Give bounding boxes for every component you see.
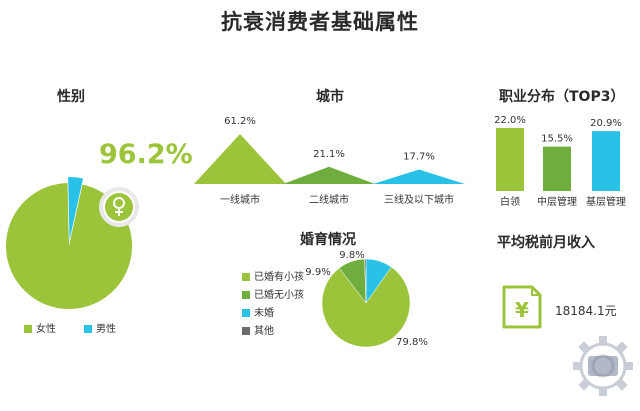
- occupation-chart: 22.0% 白领 15.5% 中层管理 20.9% 基层管理: [494, 115, 626, 208]
- marriage-pie: 9.8% 9.9% 79.8%: [305, 250, 428, 348]
- income-title: 平均税前月收入: [497, 235, 595, 251]
- marriage-label-married-no-child: 9.9%: [305, 267, 330, 278]
- city-triangle: [373, 169, 465, 184]
- svg-text:¥: ¥: [515, 298, 529, 322]
- legend-swatch: [242, 291, 250, 299]
- gender-legend-female: 女性: [24, 320, 56, 335]
- city-value-label: 17.7%: [403, 152, 435, 163]
- city-category-label: 三线及以下城市: [384, 193, 454, 206]
- marriage-label-unmarried: 9.8%: [339, 250, 364, 261]
- marriage-legend-item: 已婚有小孩: [242, 268, 304, 286]
- occupation-category-label: 基层管理: [586, 195, 626, 208]
- marriage-label-married-child: 79.8%: [396, 337, 428, 348]
- occupation-category-label: 中层管理: [537, 195, 577, 208]
- gear-logo-icon: [573, 336, 633, 396]
- legend-swatch: [242, 309, 250, 317]
- yuan-wallet-icon: ¥: [502, 285, 542, 329]
- gender-slice-male: [68, 177, 84, 241]
- legend-swatch: [242, 327, 250, 335]
- occupation-title: 职业分布（TOP3）: [499, 89, 625, 105]
- marriage-legend-item: 已婚无小孩: [242, 286, 304, 304]
- marriage-slice: [321, 266, 411, 348]
- marriage-title: 婚育情况: [300, 232, 356, 248]
- city-chart: 61.2% 一线城市 21.1% 二线城市 17.7% 三线及以下城市: [194, 116, 465, 206]
- female-icon: [99, 187, 139, 227]
- city-triangle: [194, 134, 286, 184]
- gender-highlight-value: 96.2%: [99, 139, 193, 170]
- marriage-slice: [364, 258, 367, 304]
- legend-swatch-male: [84, 325, 92, 333]
- occupation-value-label: 15.5%: [541, 134, 573, 145]
- occupation-bar: [543, 146, 571, 191]
- income-value: 18184.1元: [555, 304, 617, 318]
- marriage-legend-item: 其他: [242, 322, 304, 340]
- occupation-bar: [592, 131, 620, 191]
- city-value-label: 61.2%: [224, 116, 256, 127]
- city-category-label: 一线城市: [220, 193, 260, 206]
- gender-title: 性别: [57, 89, 85, 105]
- page-title: 抗衰消费者基础属性: [221, 10, 419, 34]
- legend-swatch: [242, 273, 250, 281]
- occupation-value-label: 20.9%: [590, 118, 622, 129]
- city-triangle: [283, 166, 375, 184]
- city-category-label: 二线城市: [309, 193, 349, 206]
- city-title: 城市: [316, 89, 344, 105]
- marriage-legend-item: 未婚: [242, 304, 304, 322]
- legend-swatch-female: [24, 325, 32, 333]
- gender-legend-male: 男性: [84, 320, 116, 335]
- occupation-value-label: 22.0%: [494, 115, 526, 126]
- city-value-label: 21.1%: [313, 149, 345, 160]
- occupation-category-label: 白领: [500, 195, 520, 208]
- occupation-bar: [496, 128, 524, 191]
- marriage-legend: 已婚有小孩 已婚无小孩 未婚 其他: [242, 268, 304, 340]
